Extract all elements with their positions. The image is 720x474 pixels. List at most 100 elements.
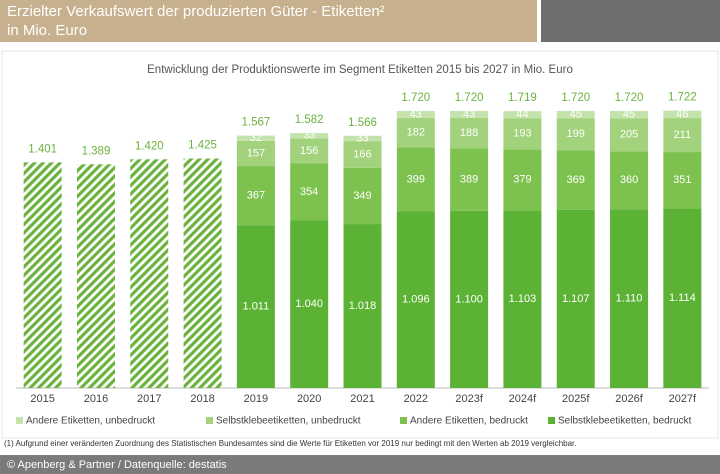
x-tick-label: 2015 [30,393,54,405]
bar-segment [610,151,649,210]
total-label: 1.720 [455,92,484,104]
chart-title: Entwicklung der Produktionswerte im Segm… [147,64,573,76]
bar-segment [503,210,542,388]
total-label: 1.389 [82,145,111,157]
total-label: 1.401 [28,143,57,155]
x-tick-label: 2021 [350,393,374,405]
segment-label: 1.114 [669,292,696,304]
bar-segment [396,211,435,388]
total-label: 1.425 [188,140,217,152]
x-tick-label: 2017 [137,393,161,405]
bar-segment [236,166,275,226]
bar-segment [503,118,542,150]
x-tick-label: 2026f [615,393,643,405]
bar-segment [450,148,489,211]
header-title: Erzielter Verkaufswert der produzierten … [7,3,385,20]
header-block [541,0,720,42]
total-label: 1.582 [295,114,324,126]
segment-label: 45 [570,109,582,121]
segment-label: 33 [356,132,368,144]
segment-label: 367 [247,190,265,202]
x-tick-label: 2022 [404,393,428,405]
segment-label: 193 [513,128,531,140]
total-label: 1.719 [508,92,537,104]
total-label: 1.720 [401,92,430,104]
legend-label: Andere Etiketten, bedruckt [410,416,528,427]
segment-label: 1.100 [455,293,483,305]
bar-segment [663,152,702,209]
bar-segment [610,110,649,119]
bar-segment [503,149,542,211]
segment-label: 33 [303,130,315,142]
bar-segment [450,210,489,388]
hatched-bar [23,162,62,388]
x-tick-label: 2025f [562,393,590,405]
segment-label: 188 [460,127,478,139]
bar-segment [236,225,275,388]
bar-segment [556,110,595,119]
segment-label: 1.110 [616,293,643,305]
bar-segment [610,118,649,152]
total-label: 1.720 [561,92,590,104]
bar-segment [663,110,702,119]
bar-segment [290,133,329,139]
segment-label: 354 [300,186,318,198]
bar-segment [343,167,382,225]
bar-segment [236,140,275,167]
bar-segment [663,208,702,388]
segment-label: 1.103 [509,293,537,305]
legend-label: Selbstklebeetiketten, bedruckt [558,416,692,427]
segment-label: 182 [407,126,425,138]
bar-segment [343,135,382,142]
bar-segment [236,135,275,141]
segment-label: 399 [407,173,425,185]
bar-segment [556,118,595,151]
x-tick-label: 2023f [455,393,483,405]
total-label: 1.567 [241,117,270,129]
legend-swatch [206,417,213,424]
footnote: (1) Aufgrund einer veränderten Zuordnung… [4,439,577,448]
segment-label: 1.096 [402,294,430,306]
bar-segment [396,110,435,118]
total-label: 1.722 [668,92,697,104]
x-tick-label: 2020 [297,393,321,405]
segment-label: 43 [463,108,475,120]
hatched-bar [76,164,115,388]
segment-label: 360 [620,174,638,186]
segment-label: 45 [623,109,635,121]
bar-segment [503,111,542,119]
bar-segment [450,117,489,149]
legend-swatch [16,417,23,424]
segment-label: 1.018 [349,300,377,312]
segment-label: 205 [620,129,638,141]
total-label: 1.420 [135,140,164,152]
bar-segment [663,118,702,153]
legend-swatch [400,417,407,424]
x-tick-label: 2016 [84,393,108,405]
header-subtitle: in Mio. Euro [7,22,87,39]
bar-segment [396,147,435,212]
segment-label: 46 [676,108,688,120]
footer: © Apenberg & Partner / Datenquelle: dest… [7,459,227,471]
legend-label: Andere Etiketten, unbedruckt [26,416,155,427]
segment-label: 156 [300,145,318,157]
segment-label: 32 [250,132,262,144]
segment-label: 1.011 [243,300,270,312]
segment-label: 157 [247,147,265,159]
bar-segment [556,150,595,210]
bar-segment [556,209,595,388]
x-tick-label: 2018 [190,393,214,405]
bar-segment [290,163,329,221]
hatched-bar [183,158,222,388]
total-label: 1.566 [348,117,377,129]
segment-label: 369 [567,174,585,186]
segment-label: 389 [460,173,478,185]
legend-swatch [548,417,555,424]
bar-segment [343,141,382,168]
hatched-bar [130,159,169,388]
header-band [0,0,537,42]
bar-segment [450,110,489,118]
bar-segment [290,138,329,164]
